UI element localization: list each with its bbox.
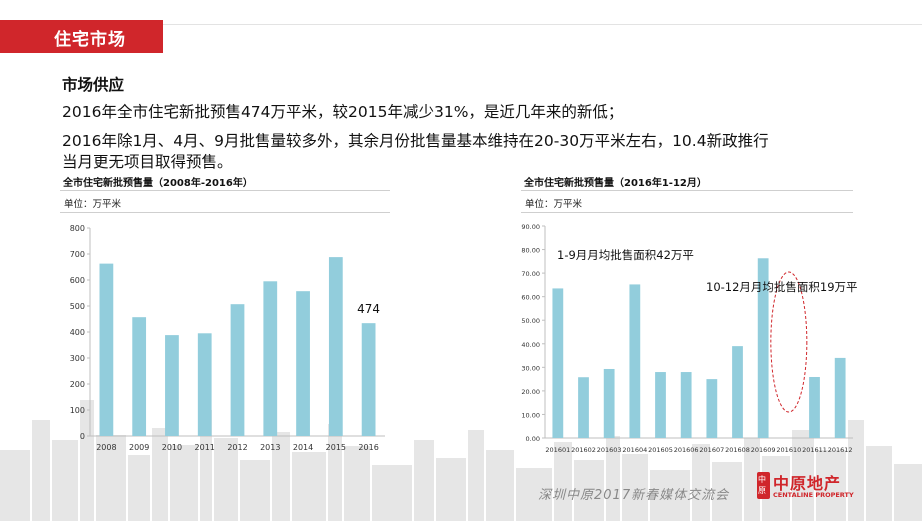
bar-201601 [552,288,564,438]
bar-2015 [328,257,343,436]
body-line-1: 2016年全市住宅新批预售474万平米，较2015年减少31%，是近几年来的新低… [62,103,624,121]
header-rule [0,24,922,25]
bar-201607 [706,379,718,438]
x-tick-label: 201601 [545,446,570,454]
annual-chart-title: 全市住宅新批预售量（2008年-2016年） [63,178,253,189]
x-tick-label: 201612 [828,446,853,454]
bar-2009 [132,317,147,436]
x-tick-label: 2009 [129,443,149,452]
y-tick-label: 80.00 [521,247,540,255]
bar-201611 [809,376,820,438]
bar-201605 [655,372,666,438]
bar-201602 [578,377,589,438]
x-tick-label: 201602 [571,446,596,454]
x-tick-label: 201605 [648,446,673,454]
y-tick-label: 700 [70,250,85,259]
x-tick-label: 201610 [776,446,801,454]
y-tick-label: 200 [70,380,85,389]
annual-chart-rule-bottom [60,212,390,213]
x-tick-label: 2008 [96,443,116,452]
x-tick-label: 2014 [293,443,313,452]
y-tick-label: 300 [70,354,85,363]
y-tick-label: 0 [80,432,85,441]
bar-201604 [629,284,641,438]
y-tick-label: 400 [70,328,85,337]
y-tick-label: 70.00 [521,270,540,278]
bar-2011 [197,333,212,436]
logo-chinese-name: 中原地产 [773,474,842,493]
y-tick-label: 600 [70,276,85,285]
logo-badge-text: 中原 [758,475,766,495]
centaline-logo: 中原 中原地产 CENTALINE PROPERTY [757,470,862,506]
x-tick-label: 201609 [751,446,776,454]
y-tick-label: 20.00 [521,388,540,396]
x-tick-label: 201607 [699,446,724,454]
annual-chart-rule-top [60,190,390,191]
y-tick-label: 100 [70,406,85,415]
body-line-2: 2016年除1月、4月、9月批售量较多外，其余月份批售量基本维持在20-30万平… [62,132,769,150]
content-heading: 市场供应 [62,76,125,94]
y-tick-label: 40.00 [521,341,540,349]
bar-201603 [603,368,615,438]
y-tick-label: 10.00 [521,411,540,419]
monthly-chart-title: 全市住宅新批预售量（2016年1-12月） [524,178,707,189]
bar-201609 [757,258,769,438]
annual-chart-unit: 单位：万平米 [64,199,122,210]
monthly-supply-chart: 0.00 10.00 20.00 30.00 40.00 50.00 60.00 70.00 8… [521,223,853,454]
monthly-chart-rule-top [521,190,853,191]
y-tick-label: 800 [70,224,85,233]
oct-highlight-ellipse [770,271,808,413]
x-tick-label: 2016 [358,443,378,452]
x-tick-label: 201603 [597,446,622,454]
monthly-annotation-jan-sep: 1-9月月均批售面积42万平 [557,248,694,262]
x-tick-label: 2013 [260,443,280,452]
x-tick-label: 2010 [162,443,182,452]
y-tick-label: 0.00 [526,435,540,443]
monthly-chart-rule-bottom [521,212,853,213]
annual-supply-chart: 0 100 200 300 400 500 600 700 800 2008 2009 2010 201… [70,224,385,452]
bar-2008 [99,263,114,436]
y-tick-label: 30.00 [521,364,540,372]
y-tick-label: 90.00 [521,223,540,231]
bar-2010 [165,335,179,436]
bar-201612 [834,357,846,438]
city-skyline-background [0,400,922,521]
y-tick-label: 60.00 [521,294,540,302]
body-line-3: 当月更无项目取得预售。 [62,153,233,171]
monthly-annotation-oct-dec: 10-12月月均批售面积19万平 [706,280,858,294]
x-tick-label: 201608 [725,446,750,454]
bar-201606 [680,372,692,438]
x-tick-label: 2012 [227,443,247,452]
bar-2014 [296,291,310,436]
logo-english-name: CENTALINE PROPERTY [773,491,854,499]
bar-201608 [732,346,743,438]
footer-event-text: 深圳中原2017新春媒体交流会 [538,488,730,503]
x-tick-label: 201604 [622,446,647,454]
logo-badge: 中原 [757,472,770,499]
x-tick-label: 2011 [195,443,215,452]
annual-data-label-2016: 474 [357,302,380,316]
y-tick-label: 500 [70,302,85,311]
bar-2012 [230,304,245,436]
x-tick-label: 201611 [802,446,827,454]
section-title-tab: 住宅市场 [0,20,163,53]
y-tick-label: 50.00 [521,317,540,325]
x-tick-label: 201606 [674,446,699,454]
bar-2013 [263,281,278,436]
x-tick-label: 2015 [326,443,346,452]
section-title: 住宅市场 [54,30,126,50]
monthly-chart-unit: 单位：万平米 [525,199,583,210]
bar-2016 [361,323,376,436]
